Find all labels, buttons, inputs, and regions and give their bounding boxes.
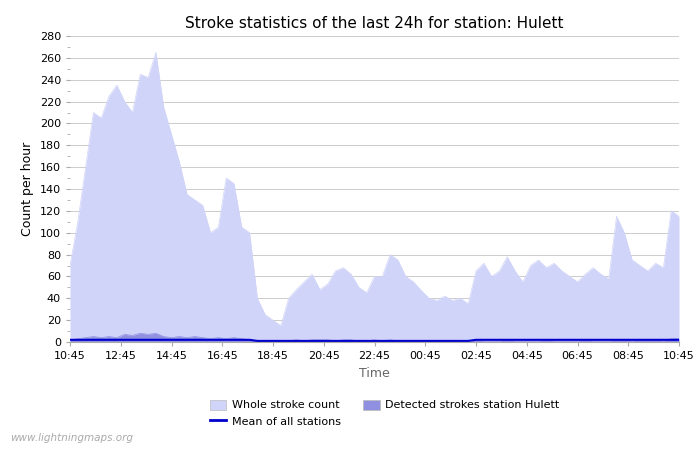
Text: www.lightningmaps.org: www.lightningmaps.org [10, 433, 134, 443]
X-axis label: Time: Time [359, 367, 390, 380]
Title: Stroke statistics of the last 24h for station: Hulett: Stroke statistics of the last 24h for st… [186, 16, 564, 31]
Y-axis label: Count per hour: Count per hour [21, 142, 34, 236]
Legend: Whole stroke count, Mean of all stations, Detected strokes station Hulett: Whole stroke count, Mean of all stations… [209, 400, 559, 427]
